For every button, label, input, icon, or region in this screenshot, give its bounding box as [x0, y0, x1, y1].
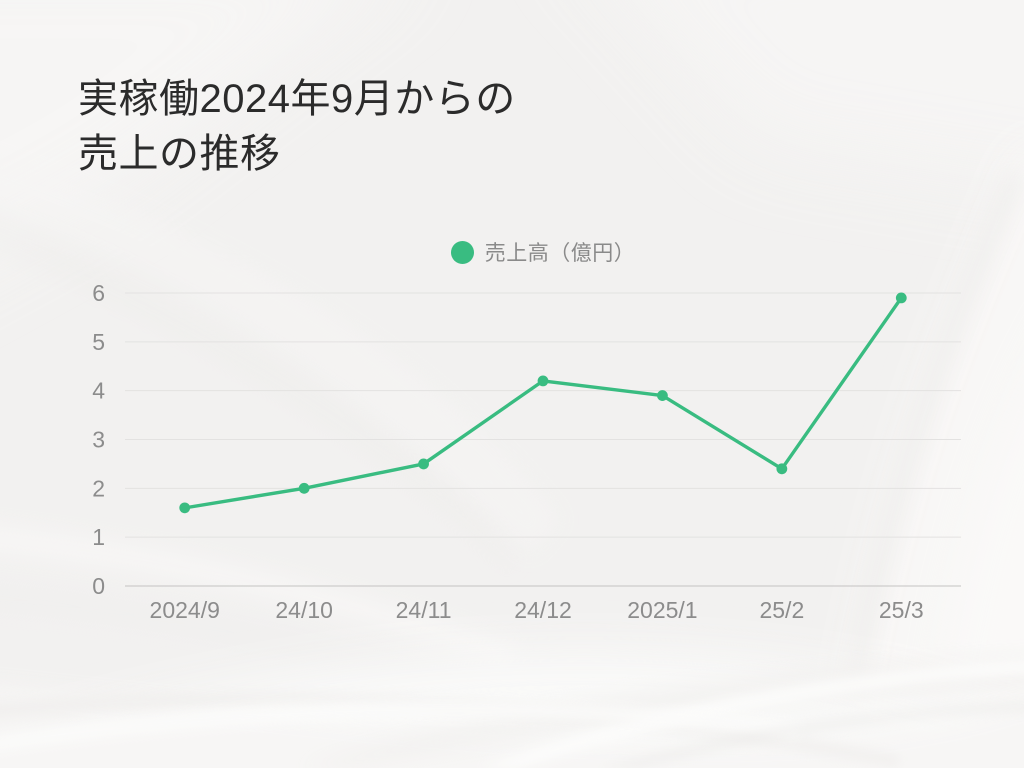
- background-wave-shape: [0, 585, 540, 716]
- y-axis-tick-label: 3: [92, 427, 105, 453]
- background-wave-shape: [632, 0, 1024, 184]
- x-axis-tick-label: 2024/9: [150, 597, 220, 623]
- slide-title: 実稼働2024年9月からの 売上の推移: [78, 72, 516, 182]
- y-axis-tick-label: 2: [92, 475, 105, 501]
- background-wave-shape: [480, 660, 1024, 768]
- data-point-marker: [179, 502, 191, 514]
- background-wave-shape: [0, 700, 800, 751]
- x-axis-tick-label: 2025/1: [627, 597, 697, 623]
- y-axis-tick-label: 4: [92, 378, 105, 404]
- y-axis-tick-label: 1: [92, 524, 105, 550]
- data-point-marker: [657, 390, 668, 401]
- data-point-marker: [418, 458, 429, 470]
- x-axis-tick-label: 25/2: [759, 597, 804, 623]
- x-axis-tick-label: 24/12: [514, 597, 572, 623]
- data-point-marker: [895, 292, 907, 304]
- background-wave-shape: [0, 208, 520, 572]
- data-point-marker: [298, 482, 310, 494]
- chart-legend: 売上高（億円）: [125, 240, 961, 265]
- background-wave-shape: [0, 0, 355, 246]
- background-wave-shape: [600, 700, 1024, 768]
- y-axis-tick-label: 5: [92, 329, 105, 355]
- slide-title-line-1: 実稼働2024年9月からの: [78, 77, 516, 121]
- series-line: [183, 296, 903, 510]
- x-axis-tick-label: 25/3: [879, 597, 924, 623]
- x-axis-tick-label: 24/10: [275, 597, 333, 623]
- legend-series-label: 売上高（億円）: [484, 242, 636, 265]
- x-axis-tick-label: 24/11: [396, 597, 452, 623]
- background-wave-shape: [0, 525, 512, 668]
- y-axis-tick-label: 0: [92, 573, 105, 599]
- legend-series-marker-icon: [450, 240, 474, 264]
- y-axis-tick-label: 6: [92, 280, 105, 306]
- data-point-marker: [537, 375, 549, 387]
- background-wave-shape: [0, 684, 1024, 768]
- data-point-marker: [776, 463, 788, 475]
- slide-title-line-2: 売上の推移: [78, 132, 281, 176]
